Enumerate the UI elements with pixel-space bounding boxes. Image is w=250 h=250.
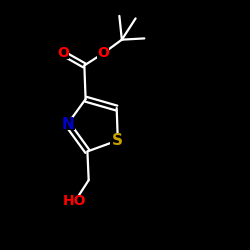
Bar [65,195,85,208]
Text: HO: HO [63,194,87,208]
Bar [110,134,125,147]
Text: O: O [57,46,69,60]
Text: N: N [61,116,74,132]
Text: S: S [112,133,123,148]
Bar [57,48,69,59]
Bar [60,118,75,130]
Bar [97,48,109,59]
Text: O: O [97,46,109,60]
